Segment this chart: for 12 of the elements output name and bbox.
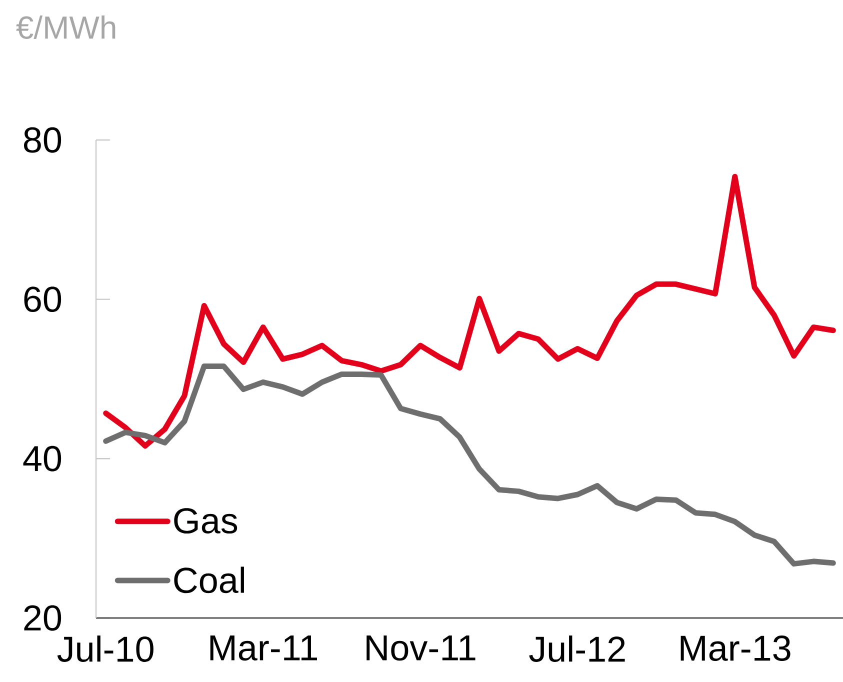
x-tick-label: Mar-13 [680,636,790,661]
y-tick-label: 20 [24,605,62,631]
legend-label: Gas [174,508,238,534]
x-tick-label: Nov-11 [366,636,476,661]
y-axis-title: €/MWh [16,15,116,39]
x-tick-label: Jul-12 [529,636,625,662]
y-tick-label: 80 [24,127,62,153]
y-tick-label: 40 [23,446,62,472]
legend-label: Coal [174,566,244,594]
x-tick-label: Jul-10 [57,636,154,662]
x-tick-label: Mar-11 [210,636,318,661]
y-tick-label: 60 [24,286,62,312]
